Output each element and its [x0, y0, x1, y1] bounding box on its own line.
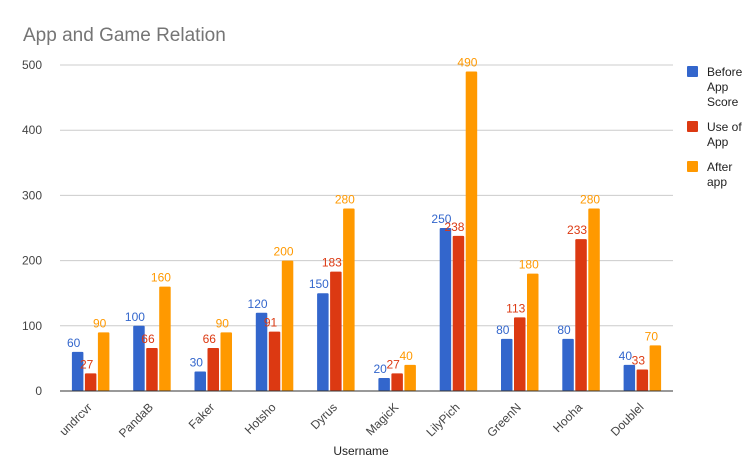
bar: [439, 228, 452, 391]
bar: [465, 71, 478, 392]
bar: [159, 286, 171, 391]
data-label: 90: [93, 316, 107, 330]
y-tick-label: 500: [22, 58, 42, 72]
bar: [391, 373, 403, 391]
y-tick-label: 0: [35, 384, 42, 398]
bar: [84, 373, 97, 391]
bar: [255, 312, 268, 391]
bar: [404, 364, 416, 391]
x-tick-label: LilyPich: [423, 400, 462, 439]
data-label: 238: [444, 220, 464, 234]
bar: [194, 371, 206, 391]
x-tick-label: Dyrus: [308, 400, 340, 432]
legend-label-line: Score: [707, 95, 739, 109]
legend-swatch: [687, 161, 698, 172]
legend-swatch: [687, 121, 698, 132]
legend-label: After app: [707, 160, 732, 189]
bar: [378, 377, 390, 391]
legend-label-line: App: [707, 135, 729, 149]
bar: [514, 317, 526, 391]
bar: [588, 208, 600, 391]
data-label: 80: [496, 323, 510, 337]
x-tick-label: undrcvr: [57, 400, 95, 438]
data-label: 40: [399, 349, 413, 363]
bar: [330, 271, 342, 391]
y-tick-label: 300: [22, 188, 42, 202]
legend-label: Use of App: [707, 120, 742, 149]
data-label: 66: [141, 332, 155, 346]
data-label: 280: [580, 192, 600, 206]
data-label: 27: [386, 357, 400, 371]
data-label: 160: [151, 271, 171, 285]
y-tick-label: 200: [22, 254, 42, 268]
bar: [649, 345, 662, 391]
data-label: 30: [190, 355, 204, 369]
bar: [623, 364, 636, 391]
y-axis-ticks: 0 100 200 300 400 500: [22, 58, 42, 398]
bar: [133, 325, 145, 391]
data-label: 27: [80, 357, 94, 371]
bar: [281, 260, 294, 391]
x-tick-label: Hooha: [550, 400, 585, 435]
bar: [527, 273, 539, 391]
bar: [452, 235, 465, 391]
x-tick-label: Doublel: [608, 400, 647, 439]
bar: [97, 332, 110, 391]
bar: [268, 331, 281, 391]
data-label: 183: [322, 256, 342, 270]
data-label: 200: [274, 245, 294, 259]
bar: [562, 338, 574, 391]
bar: [146, 347, 158, 391]
y-tick-label: 400: [22, 123, 42, 137]
bar: [501, 338, 513, 391]
data-label: 120: [248, 297, 268, 311]
data-label: 100: [125, 310, 145, 324]
data-label: 80: [557, 323, 571, 337]
bar: [343, 208, 355, 391]
data-label: 280: [335, 192, 355, 206]
bar: [71, 351, 84, 391]
x-tick-label: Faker: [186, 400, 218, 432]
x-tick-label: Hotsho: [242, 400, 279, 437]
x-tick-label: MagicK: [363, 400, 401, 438]
data-label: 60: [67, 336, 81, 350]
data-label: 180: [519, 258, 539, 272]
legend-label-line: Before: [707, 65, 743, 79]
chart-title: App and Game Relation: [23, 25, 226, 46]
data-label: 113: [506, 301, 525, 315]
bar: [207, 347, 219, 391]
data-label: 70: [645, 329, 659, 343]
data-label: 250: [431, 212, 451, 226]
bar: [317, 293, 329, 391]
y-tick-label: 100: [22, 319, 42, 333]
data-label: 490: [457, 56, 477, 70]
data-label: 91: [264, 316, 278, 330]
data-label: 233: [567, 223, 587, 237]
legend-label-line: Use of: [707, 120, 742, 134]
legend-label-line: After: [707, 160, 732, 174]
legend-label: Before App Score: [707, 65, 743, 109]
bars: [71, 71, 662, 392]
x-tick-label: PandaB: [116, 400, 156, 440]
data-label: 150: [309, 277, 329, 291]
bar: [575, 239, 587, 391]
data-label: 20: [373, 362, 387, 376]
legend-label-line: App: [707, 80, 729, 94]
data-label: 33: [632, 353, 646, 367]
bar: [220, 332, 232, 391]
gridlines: [60, 64, 673, 327]
x-axis-ticks: undrcvr PandaB Faker Hotsho Dyrus MagicK LilyP…: [57, 400, 647, 440]
bar: [636, 369, 649, 391]
data-label: 40: [619, 349, 633, 363]
x-axis-title: Username: [333, 444, 389, 458]
x-tick-label: GreenN: [484, 400, 524, 440]
legend-swatch: [687, 66, 698, 77]
data-label: 66: [203, 332, 217, 346]
legend-label-line: app: [707, 175, 727, 189]
data-label: 90: [216, 316, 230, 330]
